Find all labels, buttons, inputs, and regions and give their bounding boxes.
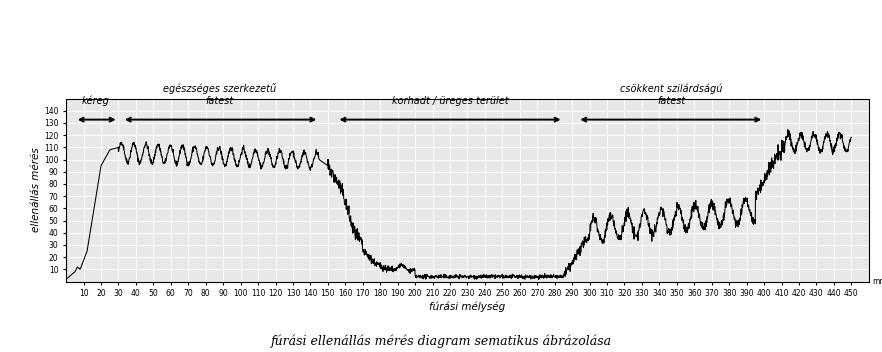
Text: kéreg: kéreg [82, 95, 109, 106]
Y-axis label: ellenállás mérés: ellenállás mérés [31, 148, 41, 232]
Text: korhadt / üreges terület: korhadt / üreges terület [392, 96, 508, 106]
Text: egészséges szerkezetű
fatest: egészséges szerkezetű fatest [163, 83, 276, 106]
Text: mm: mm [872, 277, 882, 286]
X-axis label: fúrási mélység: fúrási mélység [430, 301, 505, 312]
Text: csökkent szilárdságú
fatest: csökkent szilárdságú fatest [620, 84, 722, 106]
Text: fúrási ellenállás mérés diagram sematikus ábrázolása: fúrási ellenállás mérés diagram sematiku… [271, 335, 611, 348]
